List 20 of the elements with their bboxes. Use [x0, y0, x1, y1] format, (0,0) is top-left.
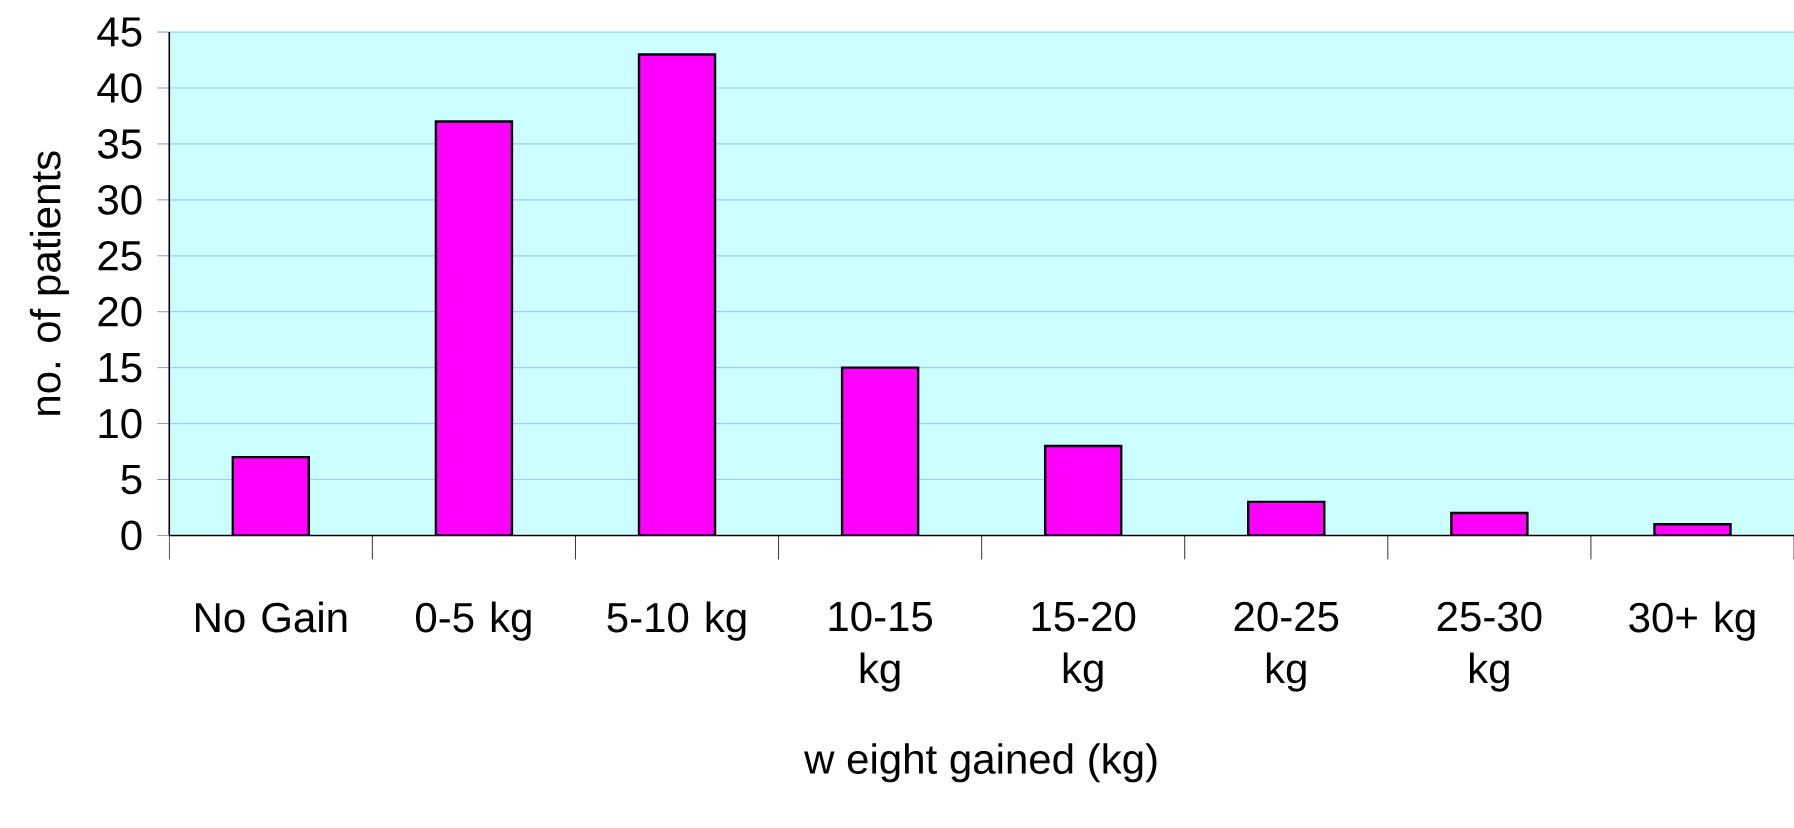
x-tick-label: 25-30 kg [1437, 601, 1542, 692]
y-tick-label: 40 [97, 73, 142, 104]
y-tick-label: 15 [99, 353, 142, 383]
x-tick-label: 10-15 kg [829, 601, 933, 692]
x-tick-label: 30+ kg [1629, 601, 1755, 641]
y-tick-label: 45 [97, 17, 142, 47]
y-axis-title: no. of patients [29, 151, 69, 416]
x-axis-title: w eight gained (kg) [804, 743, 1157, 783]
y-tick-label: 35 [97, 129, 142, 160]
y-tick-label: 30 [97, 185, 142, 215]
y-tick-label: 0 [121, 520, 142, 551]
y-tick-label: 20 [98, 297, 142, 327]
x-tick-label: 5-10 kg [607, 601, 746, 641]
x-tick-label: 0-5 kg [415, 601, 531, 641]
y-tick-label: 25 [98, 241, 142, 271]
x-tick-label: 15-20 kg [1032, 601, 1136, 692]
x-tick-label: 20-25 kg [1234, 601, 1339, 692]
y-tick-label: 10 [99, 408, 142, 439]
y-tick-label: 5 [121, 465, 142, 495]
x-tick-label: No Gain [196, 601, 347, 633]
